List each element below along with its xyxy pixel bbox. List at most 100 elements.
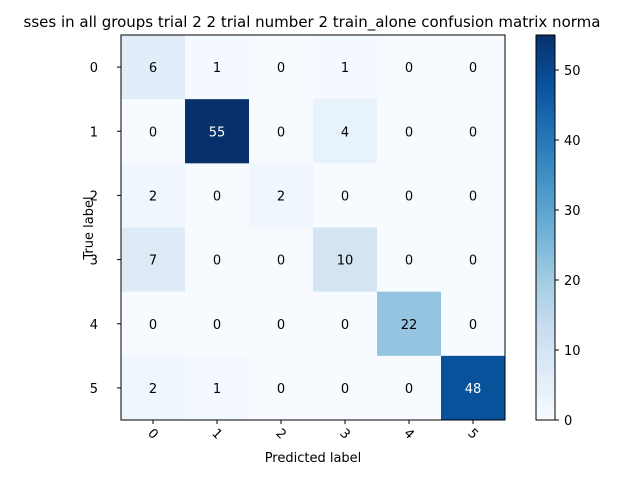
cell-value-label: 2 [149,382,157,397]
cell-value-label: 0 [277,125,285,140]
heatmap-cell [441,163,506,228]
heatmap-cell [313,35,378,100]
cell-value-label: 1 [213,61,221,76]
y-tick-label: 5 [90,382,98,397]
cell-value-label: 0 [341,382,349,397]
x-axis-label: Predicted label [265,451,362,466]
y-axis-ticks: 0 1 2 3 4 5 [90,61,121,397]
x-tick-label: 4 [400,426,416,442]
cell-value-label: 0 [469,189,477,204]
y-tick-label: 1 [90,125,98,140]
cell-value-label: 0 [277,318,285,333]
heatmap-cell [121,99,186,164]
colorbar-ticks: 0 10 20 30 40 50 [555,64,581,429]
x-tick-label: 0 [144,426,160,442]
cell-value-label: 0 [277,254,285,269]
cell-value-label: 2 [277,189,285,204]
heatmap-cell [441,99,506,164]
heatmap-cell [313,227,378,293]
cell-value-label: 0 [405,382,413,397]
cell-value-label: 1 [341,61,349,76]
cell-value-label: 55 [209,125,226,140]
heatmap-cells [121,35,506,421]
cell-value-label: 1 [213,382,221,397]
heatmap-cell [185,99,250,164]
cell-value-label: 0 [405,189,413,204]
cell-value-label: 0 [213,254,221,269]
cell-value-label: 0 [341,318,349,333]
plot-frame [120,34,506,421]
heatmap-cell [121,35,186,100]
heatmap-cell [121,355,186,421]
heatmap-cell [185,227,250,293]
cell-value-label: 10 [337,254,354,269]
heatmap-cell [313,355,378,421]
y-axis-label: True label [82,196,97,260]
cell-value-labels: 6 1 0 1 0 00 55 0 4 0 02 0 2 0 0 07 0 0 10 0 00 0 0 0 22 02 1 0 0 0 48 [149,61,481,397]
colorbar-tick-label: 20 [564,274,581,289]
colorbar-tick-label: 30 [564,204,581,219]
heatmap-cell [121,163,186,228]
heatmap-cell [185,163,250,228]
heatmap-cell [249,355,314,421]
heatmap-cell [313,163,378,228]
heatmap-cell [313,291,378,357]
cell-value-label: 0 [149,318,157,333]
y-tick-label: 4 [90,318,98,333]
heatmap-cell [377,291,442,357]
cell-value-label: 0 [469,61,477,76]
cell-value-label: 7 [149,254,157,269]
heatmap-cell [441,355,506,421]
cell-value-label: 0 [277,61,285,76]
colorbar-tick-label: 10 [564,344,581,359]
colorbar-tick-label: 40 [564,134,581,149]
heatmap-cell [377,99,442,164]
heatmap-cell [121,227,186,293]
cell-value-label: 0 [341,189,349,204]
x-axis-ticks: 0 1 2 3 4 5 [144,420,481,443]
x-tick-label: 3 [336,426,352,442]
heatmap-cell [377,163,442,228]
cell-value-label: 0 [469,125,477,140]
heatmap-cell [185,291,250,357]
cell-value-label: 4 [341,125,349,140]
x-tick-label: 2 [272,426,288,442]
cell-value-label: 0 [405,254,413,269]
heatmap-cell [249,163,314,228]
x-tick-label: 5 [464,426,480,442]
heatmap-cell [377,35,442,100]
colorbar [535,34,556,421]
cell-value-label: 0 [277,382,285,397]
cell-value-label: 0 [469,318,477,333]
heatmap-cell [185,355,250,421]
y-tick-label: 3 [90,254,98,269]
cell-value-label: 0 [405,125,413,140]
heatmap-cell [441,35,506,100]
cell-value-label: 0 [213,189,221,204]
cell-value-label: 0 [213,318,221,333]
heatmap-cell [441,227,506,293]
heatmap-cell [249,35,314,100]
cell-value-label: 48 [465,382,482,397]
heatmap-cell [185,35,250,100]
cell-value-label: 0 [469,254,477,269]
heatmap-cell [121,291,186,357]
cell-value-label: 6 [149,61,157,76]
heatmap-cell [377,227,442,293]
heatmap-cell [377,355,442,421]
cell-value-label: 0 [405,61,413,76]
heatmap-cell [313,99,378,164]
cell-value-label: 2 [149,189,157,204]
y-tick-label: 0 [90,61,98,76]
cell-value-label: 0 [149,125,157,140]
cell-value-label: 22 [401,318,418,333]
chart-title: sses in all groups trial 2 2 trial numbe… [24,13,601,32]
x-tick-label: 1 [208,426,224,442]
y-tick-label: 2 [90,189,98,204]
heatmap-cell [249,291,314,357]
colorbar-tick-label: 0 [564,414,572,429]
heatmap-cell [249,227,314,293]
colorbar-tick-label: 50 [564,64,581,79]
heatmap-cell [249,99,314,164]
